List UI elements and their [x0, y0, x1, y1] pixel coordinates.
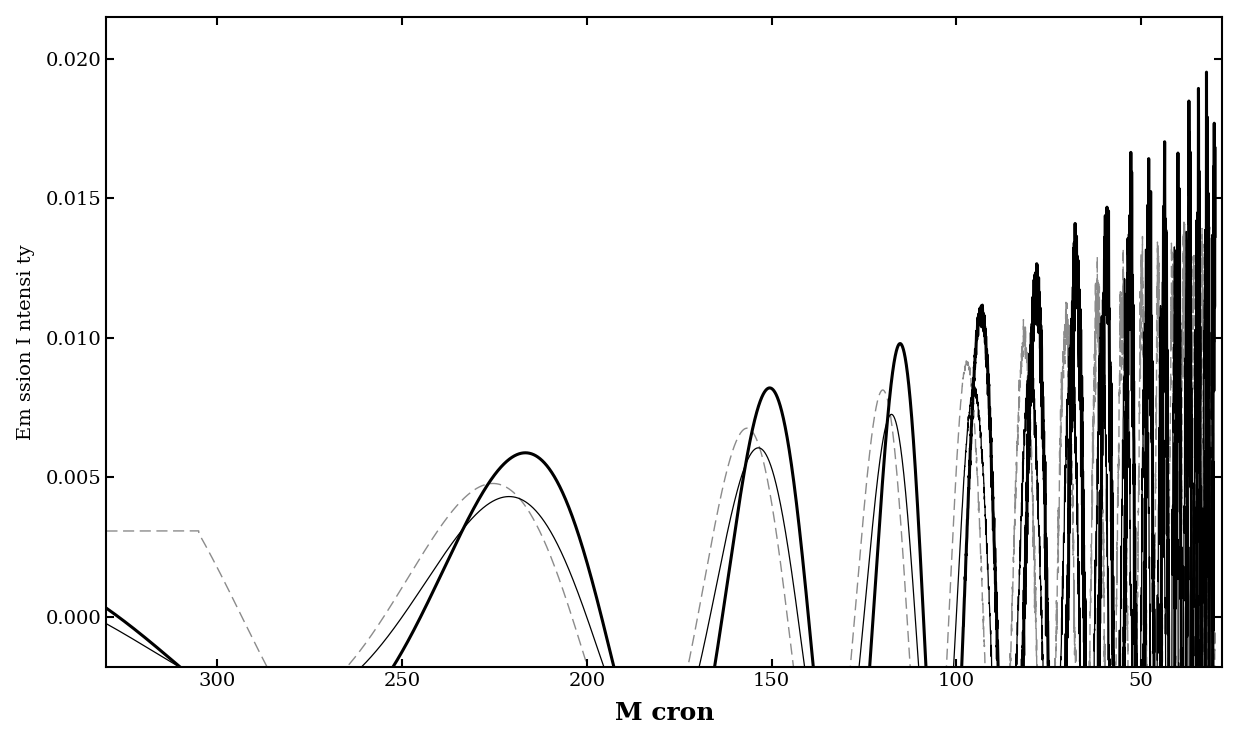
X-axis label: M cron: M cron [615, 701, 714, 726]
Y-axis label: Em ssion I ntensi ty: Em ssion I ntensi ty [16, 244, 35, 440]
